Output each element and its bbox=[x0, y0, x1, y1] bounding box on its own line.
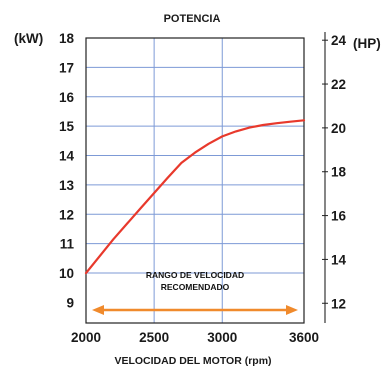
annotation-layer bbox=[92, 305, 298, 315]
x-tick-label: 3600 bbox=[289, 330, 319, 345]
y2-tick-label: 22 bbox=[331, 77, 346, 92]
y-axis-right-label: (HP) bbox=[353, 36, 381, 51]
range-arrow-right-head bbox=[286, 305, 298, 315]
y2-tick-label: 24 bbox=[331, 33, 347, 48]
y2-tick-label: 16 bbox=[331, 209, 347, 224]
series-layer bbox=[84, 119, 306, 275]
plot-frame bbox=[85, 37, 305, 324]
y-tick-label: 12 bbox=[59, 207, 74, 222]
range-note-line1: RANGO DE VELOCIDAD bbox=[146, 270, 244, 280]
range-arrow-left-head bbox=[92, 305, 104, 315]
x-axis-label: VELOCIDAD DEL MOTOR (rpm) bbox=[114, 355, 271, 367]
y-axis-left-label: (kW) bbox=[14, 31, 43, 46]
y-tick-label: 13 bbox=[59, 178, 75, 193]
chart-title: POTENCIA bbox=[164, 13, 221, 25]
y-tick-label: 17 bbox=[59, 60, 74, 75]
grid-layer bbox=[86, 38, 304, 323]
power-curve bbox=[84, 119, 306, 275]
x-tick-label: 3000 bbox=[207, 330, 237, 345]
y-tick-label: 18 bbox=[59, 31, 75, 46]
range-note-line2: RECOMENDADO bbox=[161, 282, 230, 292]
y-tick-label: 16 bbox=[59, 90, 75, 105]
y-tick-label: 11 bbox=[60, 237, 75, 252]
y2-tick-label: 18 bbox=[331, 165, 347, 180]
x-tick-label: 2000 bbox=[71, 330, 101, 345]
y2-tick-label: 12 bbox=[331, 296, 346, 311]
y-tick-label: 10 bbox=[59, 266, 74, 281]
x-tick-label: 2500 bbox=[139, 330, 169, 345]
y2-tick-label: 14 bbox=[331, 252, 347, 267]
y-tick-label: 9 bbox=[66, 295, 74, 310]
y-tick-label: 14 bbox=[59, 149, 75, 164]
y2-tick-label: 20 bbox=[331, 121, 346, 136]
y-tick-label: 15 bbox=[59, 119, 75, 134]
axis-layer: 9 10 11 12 13 14 15 16 17 18 2000 2500 3000 3600 12 14 1… bbox=[59, 31, 347, 345]
